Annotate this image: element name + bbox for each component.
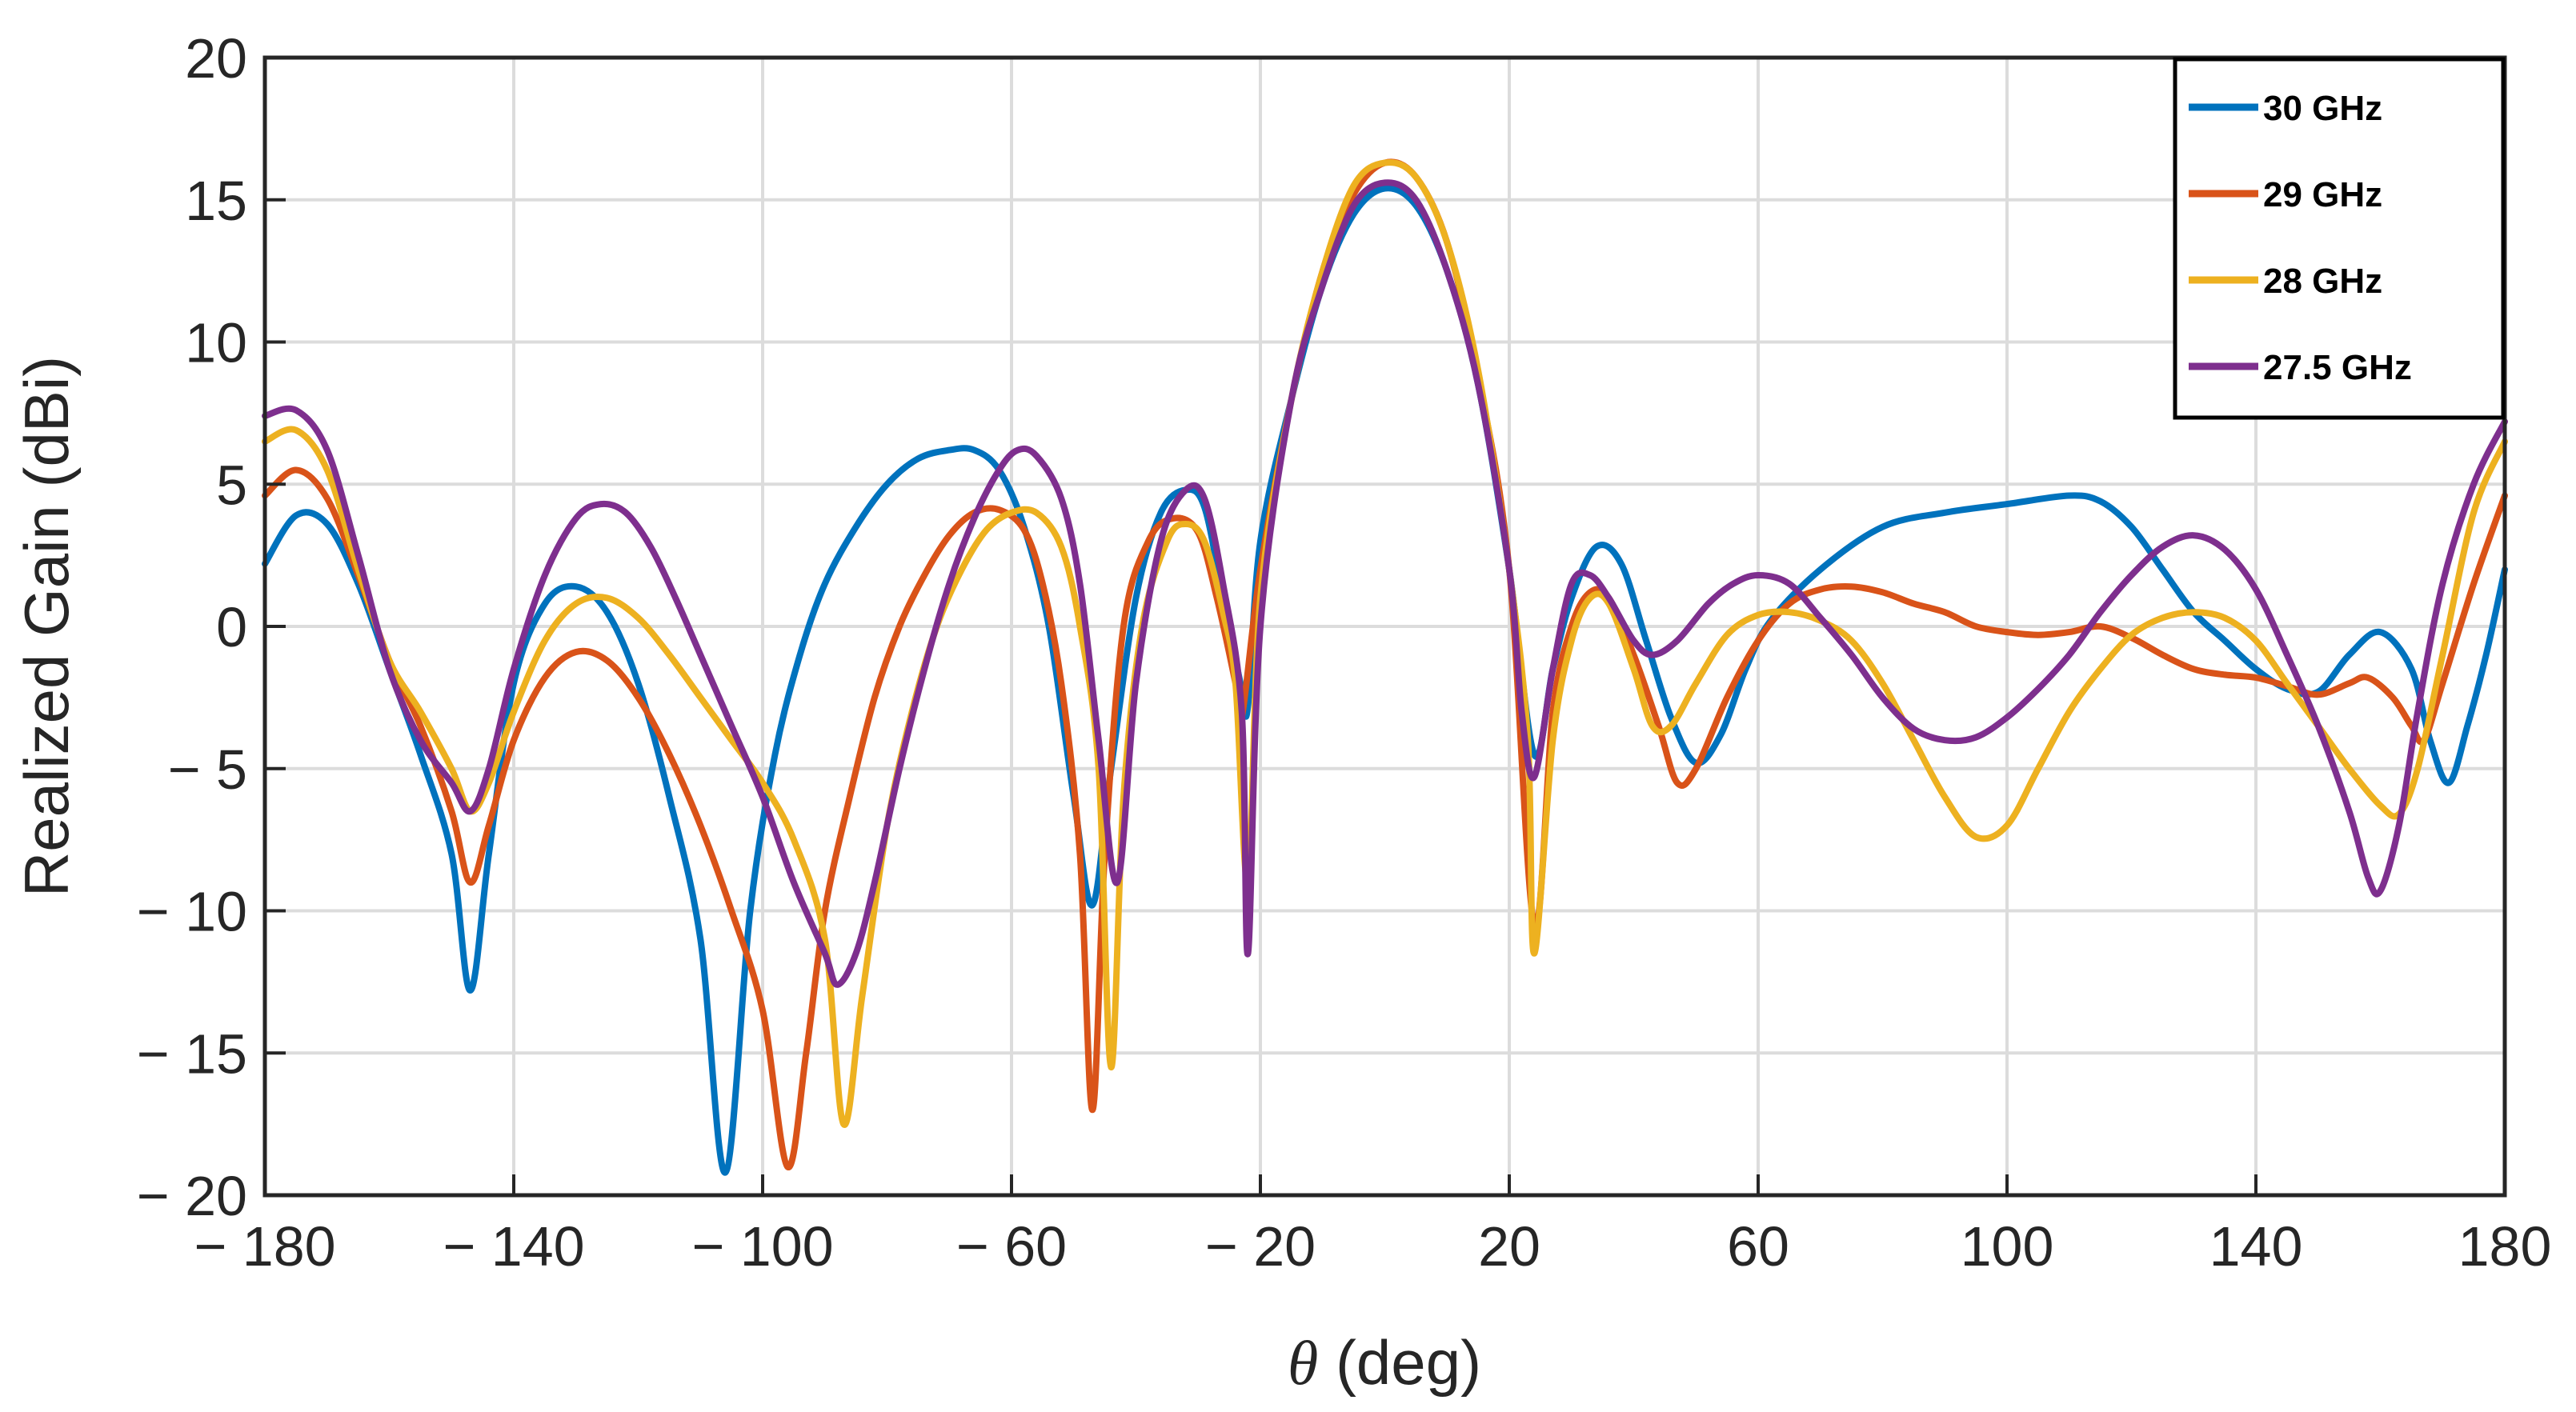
series-group	[262, 158, 2508, 1176]
y-tick-label: − 20	[137, 1165, 247, 1227]
series-line-29-ghz	[262, 158, 2508, 1170]
legend-label: 28 GHz	[2263, 262, 2382, 301]
legend-box	[2173, 57, 2506, 420]
y-tick-label: 20	[185, 27, 247, 90]
y-tick-label: 10	[185, 312, 247, 374]
y-tick-label: 5	[216, 454, 247, 516]
x-tick-label: − 60	[956, 1215, 1067, 1278]
x-axis-label-unit: (deg)	[1336, 1327, 1481, 1398]
y-tick-label: 15	[185, 170, 247, 232]
x-tick-label: 60	[1727, 1215, 1789, 1278]
x-axis-label: θ (deg)	[1288, 1327, 1481, 1398]
y-tick-labels: − 20 − 15 − 10 − 5 0 5 10 15 20	[137, 27, 286, 1227]
legend-label: 27.5 GHz	[2263, 348, 2412, 387]
x-tick-label: − 20	[1205, 1215, 1316, 1278]
x-tick-label: − 140	[443, 1215, 584, 1278]
x-tick-label: − 180	[194, 1215, 335, 1278]
x-tick-label: 140	[2209, 1215, 2303, 1278]
x-tick-label: 20	[1478, 1215, 1540, 1278]
x-axis-label-symbol: θ	[1288, 1328, 1318, 1398]
x-tick-labels: − 180 − 140 − 100 − 60 − 20 20 60 100 140 180	[194, 1174, 2551, 1278]
y-tick-label: − 10	[137, 881, 247, 943]
y-tick-label: − 5	[168, 738, 247, 801]
series-line-27.5-ghz	[262, 179, 2508, 988]
x-tick-label: 100	[1961, 1215, 2054, 1278]
legend-label: 30 GHz	[2263, 89, 2382, 128]
x-tick-label: 180	[2458, 1215, 2552, 1278]
y-axis-label: Realized Gain (dBi)	[11, 356, 82, 897]
x-tick-label: − 100	[691, 1215, 833, 1278]
y-tick-label: − 15	[137, 1022, 247, 1085]
y-tick-label: 0	[216, 596, 247, 658]
legend: 30 GHz 29 GHz 28 GHz 27.5 GHz	[2173, 57, 2506, 420]
legend-label: 29 GHz	[2263, 175, 2382, 214]
